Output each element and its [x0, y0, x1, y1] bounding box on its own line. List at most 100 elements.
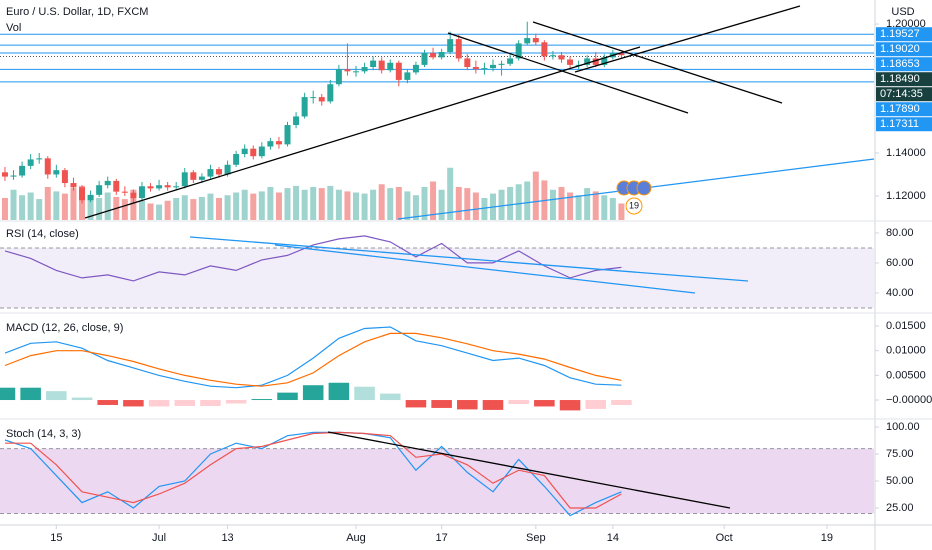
candle-body [156, 185, 163, 189]
volume-bar [216, 198, 223, 220]
candle-body [430, 53, 437, 58]
candle-body [27, 159, 34, 166]
volume-bar [19, 195, 26, 220]
volume-bar [44, 187, 51, 220]
stoch-title: Stoch (14, 3, 3) [6, 428, 81, 440]
volume-bar [10, 189, 17, 220]
volume-bar [27, 192, 34, 220]
candle-body [549, 55, 556, 57]
histogram-bar [379, 393, 401, 401]
y-tick-label: 40.00 [886, 287, 914, 299]
histogram-bar [405, 400, 427, 408]
histogram-bar [457, 400, 478, 410]
candle-body [404, 72, 411, 80]
volume-bar [447, 167, 454, 220]
volume-bar [96, 198, 103, 220]
x-tick-label: Sep [526, 532, 546, 544]
y-tick-label: 0.01500 [886, 320, 926, 332]
candle-body [190, 172, 197, 180]
trend-line [189, 236, 749, 282]
candle-body [224, 164, 231, 175]
candle-body [310, 97, 317, 99]
candle-body [515, 43, 522, 59]
volume-title: Vol [6, 22, 21, 34]
volume-bar [455, 187, 462, 220]
volume-bar [498, 189, 505, 220]
candle-body [44, 158, 51, 175]
candle-body [387, 62, 394, 71]
candle-body [421, 53, 428, 65]
volume-bar [310, 187, 317, 220]
volume-bar [156, 204, 163, 220]
histogram-bar [20, 387, 41, 401]
y-tick-label: 60.00 [886, 257, 914, 269]
panels [0, 21, 874, 517]
rsi-title: RSI (14, close) [6, 228, 79, 240]
volume-bar [378, 184, 385, 220]
candle-body [207, 169, 214, 177]
y-tick-label: −0.00000 [886, 394, 932, 406]
volume-bar [618, 203, 625, 220]
indicator-line [4, 326, 622, 389]
histogram-bar [251, 399, 273, 401]
candle-body [301, 97, 308, 117]
volume-bar [549, 189, 556, 220]
candle-body [447, 39, 454, 52]
candle-body [344, 69, 351, 72]
candle-body [138, 186, 145, 199]
candle-body [532, 38, 539, 43]
candle-body [293, 116, 300, 126]
price-label-box [876, 87, 932, 102]
indicator-line [4, 431, 622, 517]
volume-bar [532, 171, 539, 220]
volume-bar [395, 187, 402, 220]
price-label-box [876, 102, 932, 117]
volume-bar [301, 189, 308, 220]
price-label: 1.18653 [880, 58, 920, 70]
volume-bar [104, 192, 111, 220]
volume-bar [464, 188, 471, 220]
volume-bar [87, 195, 94, 220]
candle-body [87, 194, 94, 201]
volume-bar [130, 189, 137, 220]
volume-bar [592, 191, 599, 220]
candle-body [250, 148, 257, 157]
x-tick-label: Oct [716, 532, 733, 544]
candle-body [353, 71, 360, 73]
histogram-bar [354, 386, 375, 401]
volume-bar [609, 198, 616, 220]
histogram-bar [200, 400, 221, 406]
histogram-bar [148, 400, 170, 407]
volume-bar [353, 192, 360, 220]
candle-body [327, 84, 334, 102]
candle-body [370, 60, 377, 68]
event-badge[interactable] [625, 197, 643, 215]
histogram-bar [611, 400, 632, 405]
candle-body [618, 53, 625, 56]
volume-bar [515, 184, 522, 220]
volume-bar [1, 198, 8, 220]
volume-bar [293, 185, 300, 220]
candle-body [121, 191, 128, 193]
candle-body [592, 58, 599, 65]
candle-body [96, 185, 103, 195]
indicator-line [5, 431, 622, 509]
event-icons[interactable]: 19 [616, 180, 652, 215]
event-icon[interactable] [636, 180, 652, 196]
volume-bar [318, 188, 325, 220]
candle-body [584, 58, 591, 65]
volume-bar [344, 191, 351, 220]
volume-bar [233, 192, 240, 220]
candle-body [79, 187, 86, 201]
candle-body [61, 170, 68, 184]
histogram-bar [123, 400, 144, 407]
candle-body [113, 180, 120, 192]
candle-body [412, 64, 419, 73]
volume-bar [421, 187, 428, 220]
price-label: 1.17311 [880, 118, 919, 130]
candle-body [558, 55, 565, 60]
trend-line [84, 46, 641, 219]
candle-body [335, 69, 342, 85]
histogram-bar [46, 391, 67, 401]
